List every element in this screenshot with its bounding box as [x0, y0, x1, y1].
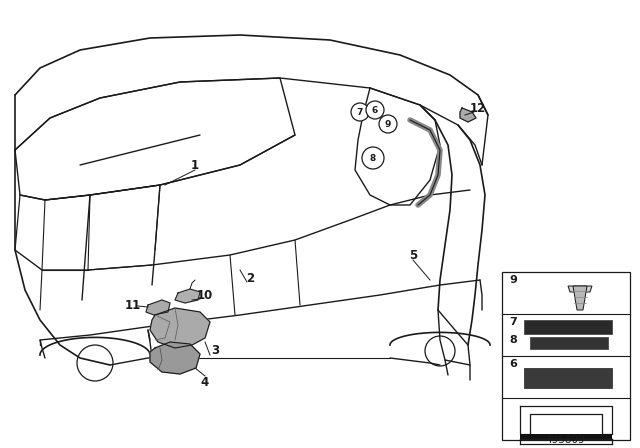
Bar: [530, 337, 608, 349]
Text: 12: 12: [470, 102, 486, 115]
Polygon shape: [146, 300, 170, 315]
Text: 7: 7: [357, 108, 363, 116]
Circle shape: [362, 147, 384, 169]
Bar: [520, 434, 612, 439]
Text: 495809: 495809: [545, 435, 585, 445]
Bar: [524, 320, 612, 334]
Text: 2: 2: [246, 271, 254, 284]
Text: 6: 6: [509, 359, 517, 369]
Text: 8: 8: [370, 154, 376, 163]
Circle shape: [366, 101, 384, 119]
Text: 4: 4: [201, 375, 209, 388]
Polygon shape: [175, 289, 200, 303]
Text: 7: 7: [509, 317, 516, 327]
Polygon shape: [568, 286, 592, 292]
Text: 5: 5: [409, 249, 417, 262]
Polygon shape: [520, 406, 612, 434]
Polygon shape: [573, 286, 587, 310]
Text: 11: 11: [125, 298, 141, 311]
Text: 3: 3: [211, 344, 219, 357]
Text: 8: 8: [509, 335, 516, 345]
Polygon shape: [150, 308, 210, 348]
Bar: [524, 368, 612, 388]
Text: 10: 10: [197, 289, 213, 302]
Text: 9: 9: [385, 120, 391, 129]
Polygon shape: [150, 342, 200, 374]
Text: 9: 9: [509, 275, 517, 285]
Text: 1: 1: [191, 159, 199, 172]
Bar: [502, 272, 630, 440]
Circle shape: [351, 103, 369, 121]
Text: 6: 6: [372, 105, 378, 115]
Circle shape: [379, 115, 397, 133]
Polygon shape: [460, 108, 476, 122]
